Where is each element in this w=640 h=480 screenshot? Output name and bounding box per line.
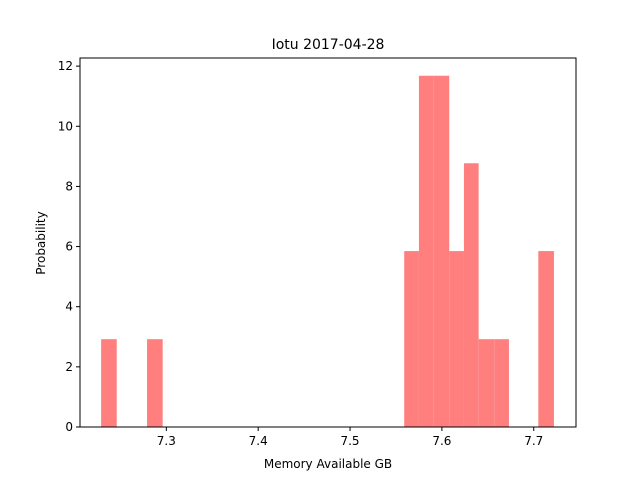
y-tick-label: 6 bbox=[65, 240, 73, 254]
y-tick-label: 12 bbox=[58, 59, 73, 73]
y-tick-label: 8 bbox=[65, 179, 73, 193]
histogram-bar-6 bbox=[463, 163, 479, 428]
y-axis-label: Probability bbox=[34, 211, 48, 274]
histogram-bar-0 bbox=[101, 339, 117, 427]
x-axis-label: Memory Available GB bbox=[264, 457, 392, 471]
chart-title: Iotu 2017-04-28 bbox=[272, 37, 385, 53]
histogram-bar-8 bbox=[494, 339, 509, 427]
histogram-bar-3 bbox=[418, 75, 434, 427]
histogram-bar-9 bbox=[538, 251, 554, 427]
x-tick-label: 7.5 bbox=[340, 434, 359, 448]
bars-group bbox=[101, 75, 554, 428]
histogram-bar-7 bbox=[478, 339, 495, 427]
y-tick-label: 2 bbox=[65, 360, 73, 374]
histogram-bar-4 bbox=[433, 75, 450, 427]
histogram-bar-1 bbox=[147, 339, 163, 427]
histogram-bar-5 bbox=[449, 251, 464, 427]
x-tick-label: 7.3 bbox=[157, 434, 176, 448]
x-axis-ticks: 7.3 7.4 7.5 7.6 7.7 bbox=[157, 427, 543, 448]
y-axis-ticks: 0 2 4 6 8 10 12 bbox=[58, 59, 80, 434]
y-tick-label: 10 bbox=[58, 119, 73, 133]
x-tick-label: 7.6 bbox=[432, 434, 451, 448]
histogram-bar-2 bbox=[404, 251, 419, 427]
x-tick-label: 7.7 bbox=[524, 434, 543, 448]
plot-frame bbox=[79, 57, 577, 428]
x-tick-label: 7.4 bbox=[249, 434, 268, 448]
y-tick-label: 4 bbox=[65, 300, 73, 314]
y-tick-label: 0 bbox=[65, 420, 73, 434]
